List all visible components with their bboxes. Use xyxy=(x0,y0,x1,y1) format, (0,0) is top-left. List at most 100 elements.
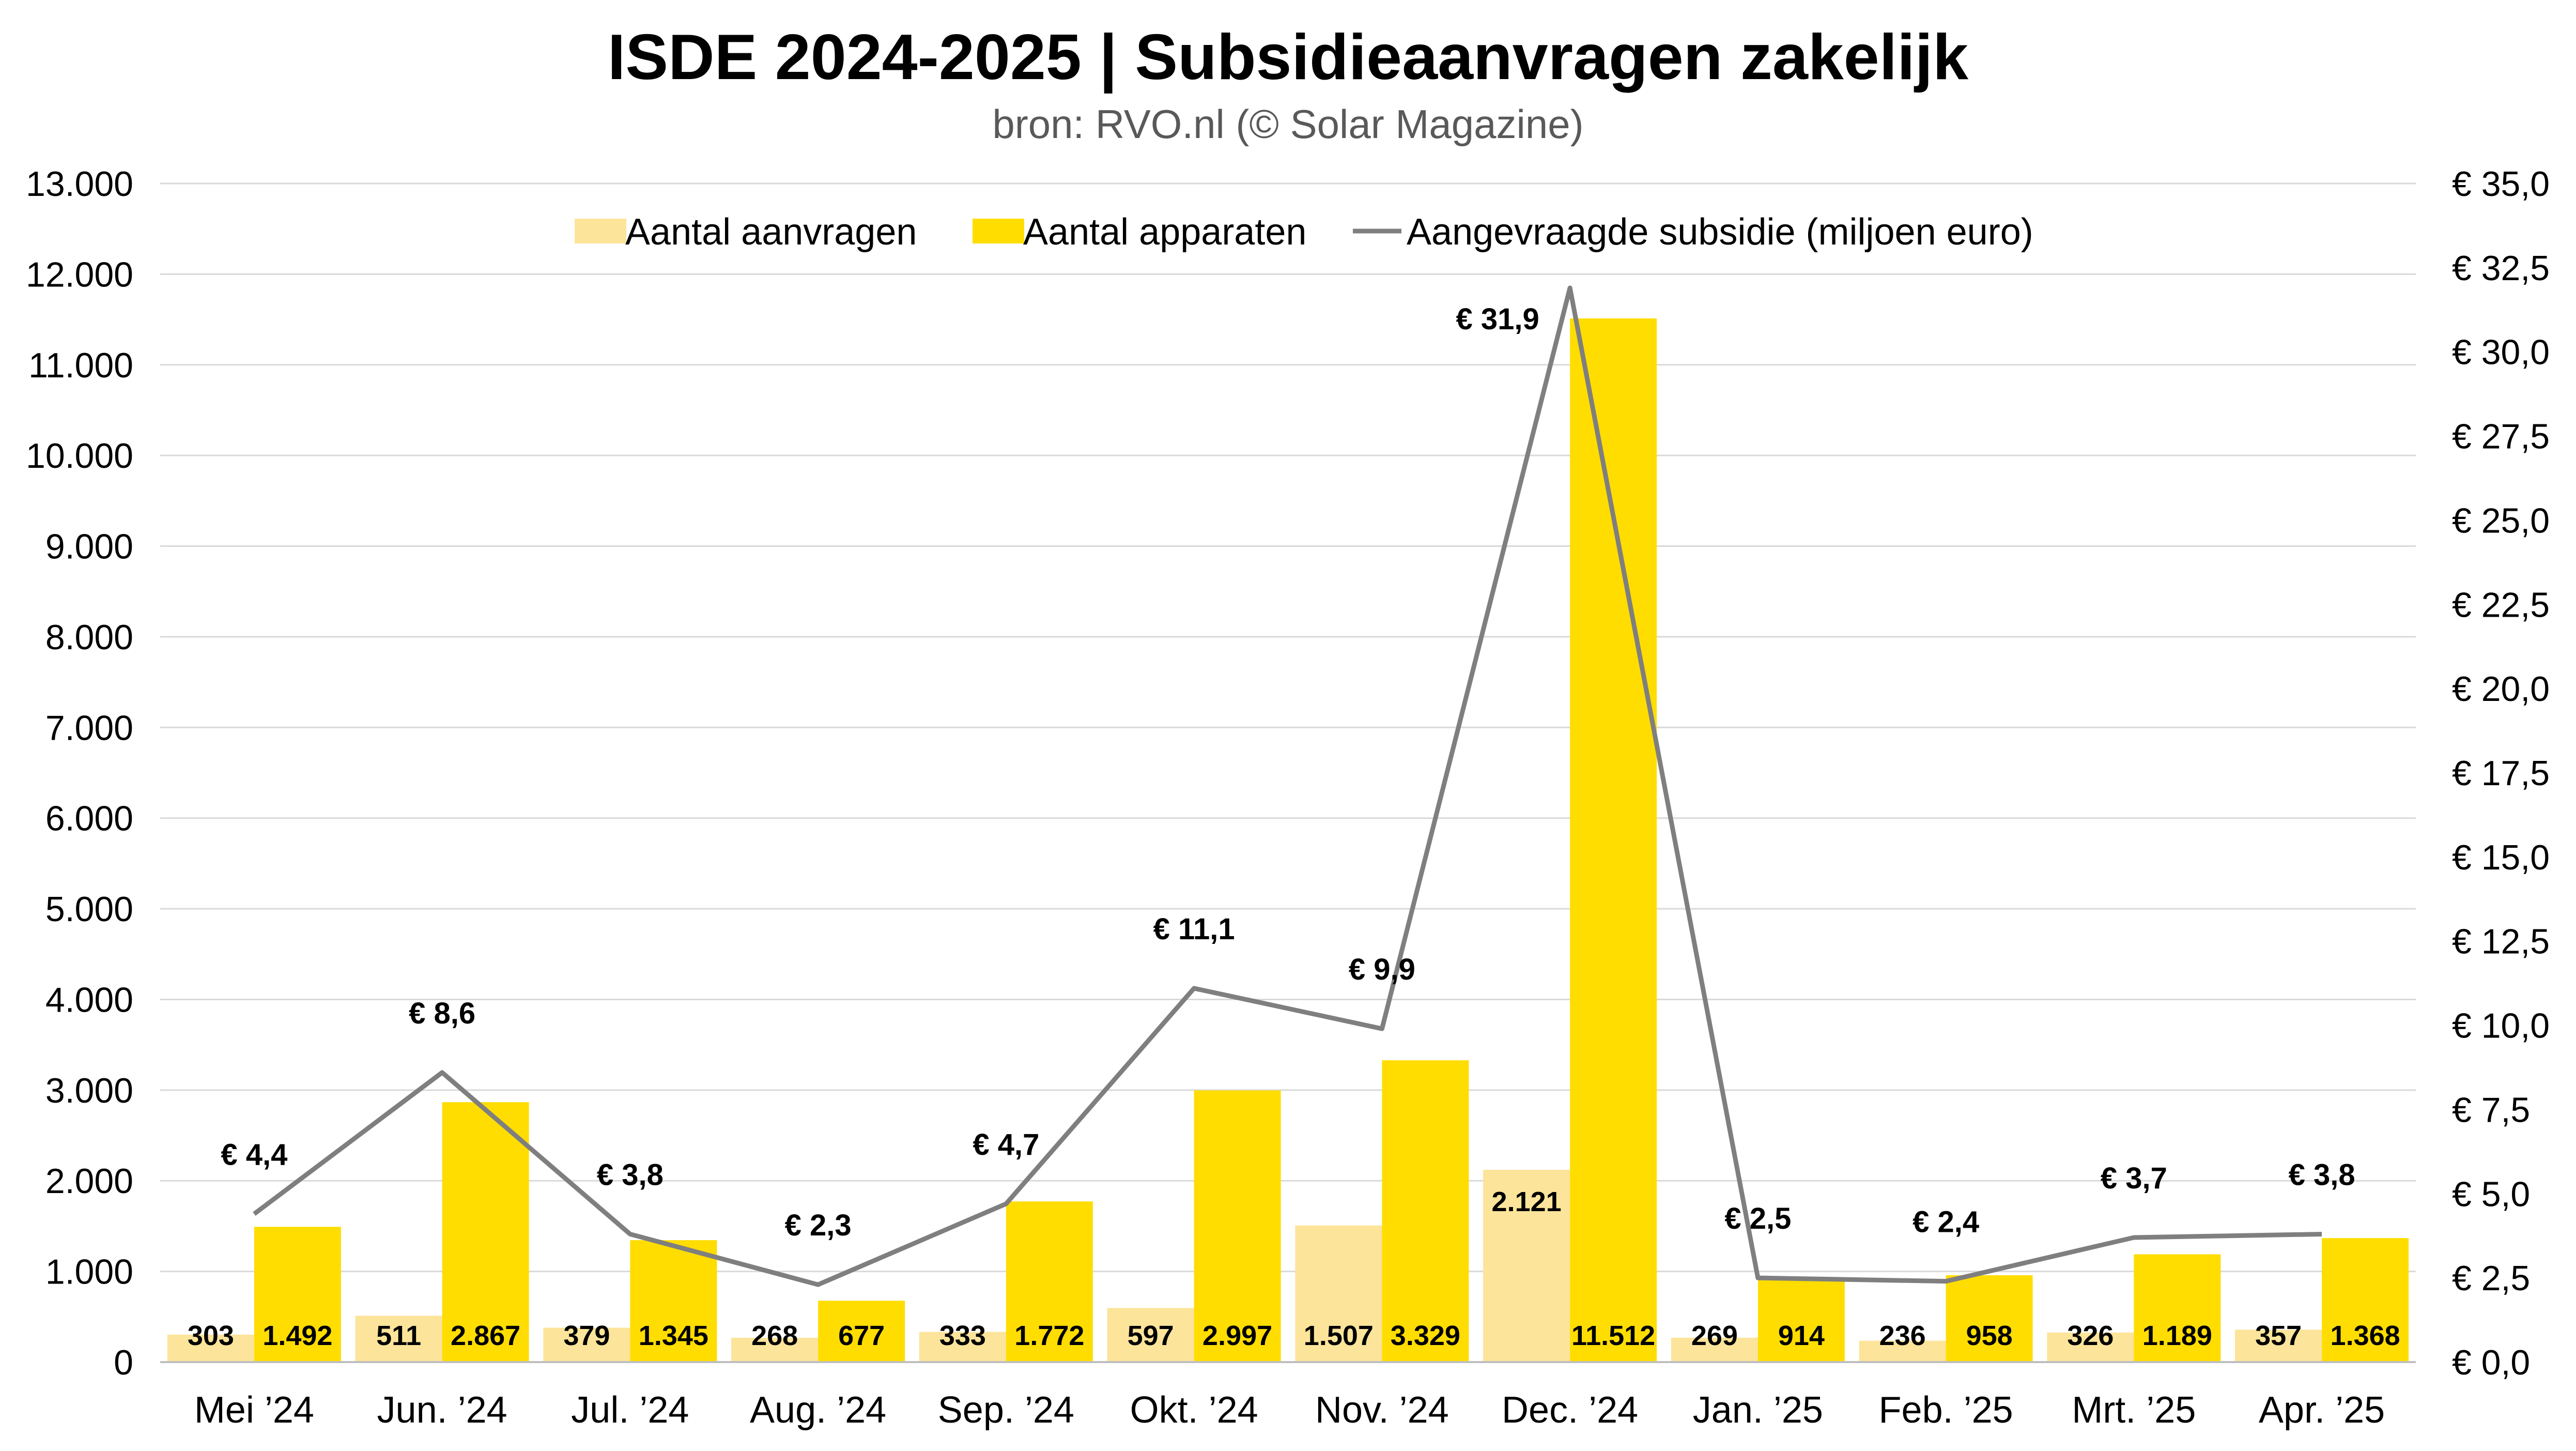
bar-aantal-aanvragen xyxy=(1483,1170,1570,1362)
y-left-tick-label: 10.000 xyxy=(26,436,133,476)
data-label-aantal-aanvragen: 236 xyxy=(1879,1320,1926,1351)
y-right-tick-label: € 35,0 xyxy=(2452,164,2550,204)
y-left-tick-label: 7.000 xyxy=(45,708,133,747)
data-label-aantal-apparaten: 3.329 xyxy=(1391,1320,1460,1351)
x-tick-label: Jun. ’24 xyxy=(377,1389,507,1431)
bar-aantal-aanvragen xyxy=(167,1334,254,1362)
bar-aantal-apparaten xyxy=(1194,1090,1281,1362)
y-left-tick-label: 11.000 xyxy=(28,346,133,385)
legend-swatch-aantal-apparaten xyxy=(973,219,1024,243)
data-label-aantal-apparaten: 677 xyxy=(838,1320,885,1351)
data-label-aantal-aanvragen: 511 xyxy=(376,1320,421,1351)
y-right-tick-label: € 2,5 xyxy=(2452,1259,2530,1298)
data-label-aantal-aanvragen: 268 xyxy=(751,1320,798,1351)
y-right-tick-label: € 7,5 xyxy=(2452,1090,2530,1129)
bar-aantal-aanvragen xyxy=(1295,1225,1382,1362)
data-label-aangevraagde-subsidie: € 3,8 xyxy=(597,1158,664,1192)
bar-aantal-aanvragen xyxy=(919,1332,1006,1362)
bar-aantal-aanvragen xyxy=(1671,1337,1758,1362)
data-label-aantal-aanvragen: 597 xyxy=(1128,1320,1174,1351)
bar-aantal-apparaten xyxy=(818,1301,905,1362)
bar-aantal-aanvragen xyxy=(2235,1330,2322,1362)
data-label-aantal-aanvragen: 1.507 xyxy=(1304,1320,1374,1351)
y-right-tick-label: € 22,5 xyxy=(2452,585,2550,624)
data-label-aantal-apparaten: 914 xyxy=(1778,1320,1825,1351)
bar-aantal-apparaten xyxy=(1570,318,1657,1362)
data-label-aangevraagde-subsidie: € 11,1 xyxy=(1153,912,1235,946)
bar-aantal-apparaten xyxy=(254,1227,341,1362)
bar-aantal-aanvragen xyxy=(1859,1340,1946,1362)
y-right-tick-label: € 15,0 xyxy=(2452,838,2550,877)
y-right-tick-label: € 0,0 xyxy=(2452,1343,2530,1382)
y-left-tick-label: 0 xyxy=(114,1343,133,1382)
data-label-aantal-apparaten: 2.867 xyxy=(451,1320,520,1351)
data-label-aangevraagde-subsidie: € 2,4 xyxy=(1912,1205,1979,1239)
data-label-aantal-apparaten: 2.997 xyxy=(1202,1320,1272,1351)
y-right-tick-label: € 30,0 xyxy=(2452,333,2550,372)
data-label-aantal-apparaten: 1.189 xyxy=(2142,1320,2212,1351)
data-label-aantal-apparaten: 1.345 xyxy=(639,1320,708,1351)
chart-subtitle: bron: RVO.nl (© Solar Magazine) xyxy=(992,101,1584,147)
x-tick-label: Dec. ’24 xyxy=(1502,1389,1638,1431)
data-label-aantal-aanvragen: 326 xyxy=(2067,1320,2114,1351)
y-left-tick-label: 6.000 xyxy=(45,799,133,838)
y-left-tick-label: 1.000 xyxy=(45,1253,133,1292)
x-tick-label: Feb. ’25 xyxy=(1879,1389,2013,1431)
y-right-tick-label: € 5,0 xyxy=(2452,1174,2530,1214)
data-label-aangevraagde-subsidie: € 31,9 xyxy=(1456,302,1539,336)
data-label-aantal-apparaten: 1.772 xyxy=(1014,1320,1084,1351)
bar-aantal-apparaten xyxy=(1946,1275,2033,1362)
chart-title: ISDE 2024-2025 | Subsidieaanvragen zakel… xyxy=(607,22,1969,93)
bar-aantal-aanvragen xyxy=(355,1316,442,1362)
bar-aantal-apparaten xyxy=(1382,1060,1469,1362)
x-tick-label: Apr. ’25 xyxy=(2259,1389,2385,1431)
y-right-tick-label: € 25,0 xyxy=(2452,501,2550,540)
y-left-tick-label: 2.000 xyxy=(45,1162,133,1201)
data-label-aantal-aanvragen: 357 xyxy=(2255,1320,2302,1351)
data-label-aangevraagde-subsidie: € 3,8 xyxy=(2289,1158,2355,1192)
y-right-tick-label: € 10,0 xyxy=(2452,1006,2550,1046)
data-label-aantal-aanvragen: 303 xyxy=(188,1320,234,1351)
bar-aantal-apparaten xyxy=(442,1102,529,1362)
data-label-aangevraagde-subsidie: € 3,7 xyxy=(2101,1162,2167,1195)
data-label-aantal-aanvragen: 379 xyxy=(563,1320,610,1351)
y-right-tick-label: € 20,0 xyxy=(2452,669,2550,709)
data-label-aangevraagde-subsidie: € 2,3 xyxy=(785,1209,852,1242)
data-label-aangevraagde-subsidie: € 4,4 xyxy=(221,1138,287,1171)
data-label-aantal-aanvragen: 269 xyxy=(1691,1320,1738,1351)
legend-label-aantal-aanvragen: Aantal aanvragen xyxy=(625,211,917,253)
y-left-tick-label: 13.000 xyxy=(26,164,133,204)
data-label-aantal-apparaten: 958 xyxy=(1966,1320,2013,1351)
data-label-aangevraagde-subsidie: € 4,7 xyxy=(973,1128,1039,1162)
x-tick-label: Mei ’24 xyxy=(194,1389,314,1431)
x-tick-label: Sep. ’24 xyxy=(938,1389,1074,1431)
series-line-aangevraagde-subsidie xyxy=(253,285,2322,1287)
x-tick-label: Aug. ’24 xyxy=(750,1389,886,1431)
bar-aantal-aanvragen xyxy=(543,1327,630,1362)
y-left-tick-label: 8.000 xyxy=(45,618,133,657)
legend-label-aangevraagde-subsidie: Aangevraagde subsidie (miljoen euro) xyxy=(1407,211,2033,253)
data-label-aantal-apparaten: 1.492 xyxy=(263,1320,332,1351)
y-left-tick-label: 12.000 xyxy=(26,255,133,294)
y-left-tick-label: 5.000 xyxy=(45,890,133,929)
bar-aantal-aanvragen xyxy=(2047,1332,2134,1362)
x-tick-label: Okt. ’24 xyxy=(1130,1389,1258,1431)
bar-aantal-apparaten xyxy=(630,1240,717,1362)
y-left-tick-label: 9.000 xyxy=(45,527,133,567)
bar-aantal-apparaten xyxy=(2322,1238,2409,1362)
y-left-tick-label: 4.000 xyxy=(45,980,133,1019)
x-tick-label: Jul. ’24 xyxy=(571,1389,689,1431)
x-tick-label: Mrt. ’25 xyxy=(2072,1389,2196,1431)
y-right-tick-label: € 27,5 xyxy=(2452,417,2550,456)
data-label-aangevraagde-subsidie: € 2,5 xyxy=(1724,1202,1791,1235)
bar-aantal-aanvragen xyxy=(1107,1308,1194,1362)
y-left-tick-label: 3.000 xyxy=(45,1071,133,1110)
bar-aantal-aanvragen xyxy=(731,1337,819,1362)
data-label-aantal-apparaten: 1.368 xyxy=(2331,1320,2400,1351)
y-right-tick-label: € 17,5 xyxy=(2452,754,2550,793)
y-right-tick-label: € 12,5 xyxy=(2452,922,2550,961)
data-label-aangevraagde-subsidie: € 8,6 xyxy=(409,997,475,1030)
bar-aantal-apparaten xyxy=(1757,1279,1845,1362)
